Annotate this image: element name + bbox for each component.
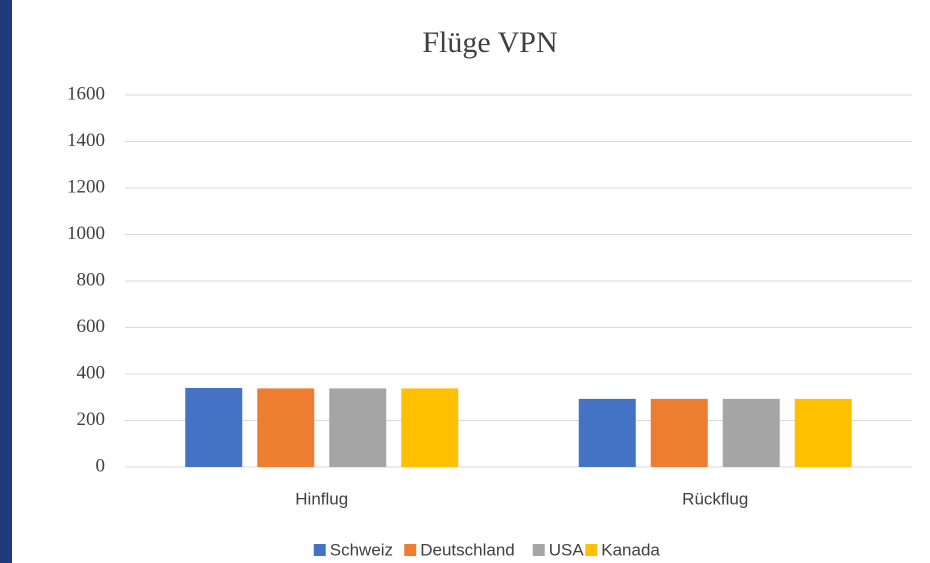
bar bbox=[650, 398, 708, 467]
legend-label: USA bbox=[549, 540, 585, 559]
chart-title: Flüge VPN bbox=[422, 26, 557, 59]
y-tick-label: 400 bbox=[77, 362, 106, 383]
x-tick-label: Rückflug bbox=[682, 489, 748, 508]
y-tick-label: 600 bbox=[77, 316, 106, 337]
y-tick-label: 200 bbox=[77, 409, 106, 430]
bar bbox=[794, 398, 852, 467]
bar bbox=[257, 388, 315, 467]
y-tick-label: 1200 bbox=[67, 176, 105, 197]
y-tick-label: 1400 bbox=[67, 130, 105, 151]
y-tick-label: 800 bbox=[77, 269, 106, 290]
y-tick-label: 0 bbox=[96, 455, 106, 476]
legend-label: Schweiz bbox=[330, 540, 393, 559]
bar bbox=[578, 398, 636, 467]
bar bbox=[401, 388, 459, 467]
legend-swatch bbox=[313, 544, 326, 556]
legend-label: Kanada bbox=[601, 540, 660, 559]
bar bbox=[329, 388, 387, 467]
y-tick-label: 1000 bbox=[67, 223, 105, 244]
bar bbox=[722, 398, 780, 467]
x-tick-label: Hinflug bbox=[295, 489, 348, 508]
legend-label: Deutschland bbox=[420, 540, 515, 559]
bar bbox=[185, 387, 243, 467]
legend-swatch bbox=[532, 544, 545, 556]
side-strip bbox=[0, 0, 12, 563]
legend-swatch bbox=[585, 544, 598, 556]
legend-swatch bbox=[404, 544, 417, 556]
y-tick-label: 1600 bbox=[67, 83, 105, 104]
